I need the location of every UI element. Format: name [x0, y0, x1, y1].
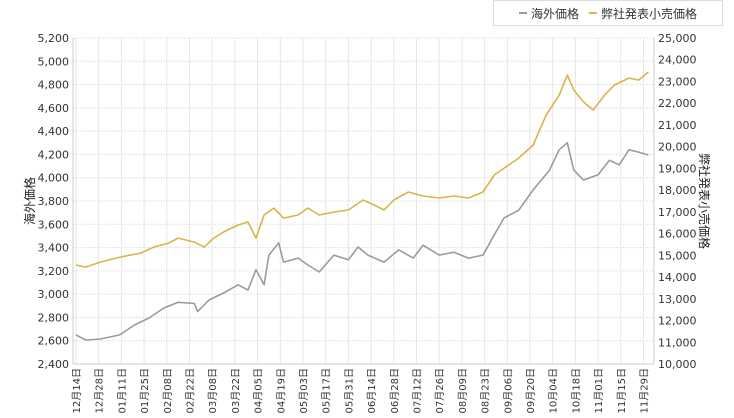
left-tick-label: 4,800	[38, 79, 70, 92]
left-tick-label: 5,000	[38, 55, 70, 68]
right-tick-label: 13,000	[658, 293, 697, 306]
x-tick-label: 01月25日	[139, 368, 151, 413]
right-tick-label: 20,000	[658, 141, 697, 154]
right-tick-label: 15,000	[658, 249, 697, 262]
x-tick-label: 08月09日	[457, 368, 469, 413]
x-tick-label: 03月08日	[207, 368, 219, 413]
left-tick-label: 2,800	[38, 311, 70, 324]
right-axis-title: 弊社発表小売価格	[697, 153, 712, 249]
x-tick-label: 11月15日	[616, 368, 628, 413]
right-tick-label: 23,000	[658, 75, 697, 88]
legend: 海外価格 弊社発表小売価格	[493, 0, 723, 26]
x-tick-label: 02月08日	[162, 368, 174, 413]
x-tick-label: 01月11日	[116, 368, 128, 413]
left-tick-label: 5,200	[38, 32, 70, 45]
right-tick-label: 21,000	[658, 119, 697, 132]
x-tick-label: 11月01日	[593, 368, 605, 413]
x-tick-label: 11月29日	[639, 368, 651, 413]
overseas-price-line	[75, 142, 649, 341]
retail-price-line	[75, 71, 649, 268]
x-tick-label: 10月18日	[570, 368, 582, 413]
left-tick-label: 4,200	[38, 148, 70, 161]
legend-label: 海外価格	[530, 6, 579, 21]
left-tick-label: 3,600	[38, 218, 70, 231]
legend-item-overseas[interactable]: 海外価格	[518, 5, 579, 22]
right-tick-label: 24,000	[658, 54, 697, 67]
legend-label: 弊社発表小売価格	[601, 6, 698, 21]
x-tick-label: 06月28日	[389, 368, 401, 413]
right-tick-label: 16,000	[658, 228, 697, 241]
x-tick-label: 06月14日	[366, 368, 378, 413]
x-tick-label: 05月03日	[298, 368, 310, 413]
x-tick-label: 09月06日	[502, 368, 514, 413]
right-tick-label: 11,000	[658, 336, 697, 349]
legend-swatch	[589, 12, 597, 14]
x-tick-label: 10月04日	[548, 368, 560, 413]
left-tick-label: 3,200	[38, 265, 70, 278]
left-tick-label: 4,000	[38, 172, 70, 185]
right-tick-label: 19,000	[658, 162, 697, 175]
x-tick-label: 07月26日	[434, 368, 446, 413]
right-tick-label: 12,000	[658, 315, 697, 328]
left-tick-label: 4,400	[38, 125, 70, 138]
right-tick-label: 17,000	[658, 206, 697, 219]
legend-item-retail[interactable]: 弊社発表小売価格	[589, 5, 697, 22]
x-tick-label: 12月14日	[71, 368, 83, 413]
x-tick-label: 04月19日	[275, 368, 287, 413]
right-tick-label: 14,000	[658, 271, 697, 284]
legend-swatch	[518, 12, 527, 14]
x-tick-label: 09月20日	[525, 368, 537, 413]
left-tick-label: 2,600	[38, 335, 70, 348]
x-tick-label: 04月05日	[253, 368, 265, 413]
left-tick-label: 4,600	[38, 102, 70, 115]
x-tick-label: 03月22日	[230, 368, 242, 413]
right-tick-label: 10,000	[658, 358, 697, 371]
left-tick-label: 3,800	[38, 195, 70, 208]
right-tick-label: 18,000	[658, 184, 697, 197]
x-tick-label: 02月22日	[185, 368, 197, 413]
right-tick-label: 22,000	[658, 97, 697, 110]
left-tick-label: 3,000	[38, 288, 70, 301]
x-tick-label: 05月17日	[321, 368, 333, 413]
x-tick-label: 07月12日	[412, 368, 424, 413]
left-tick-label: 3,400	[38, 242, 70, 255]
x-tick-label: 08月23日	[480, 368, 492, 413]
left-axis-title: 海外価格	[22, 177, 37, 225]
right-tick-label: 25,000	[658, 32, 697, 45]
left-tick-label: 2,400	[38, 358, 70, 371]
x-tick-label: 12月28日	[94, 368, 106, 413]
x-tick-label: 05月31日	[343, 368, 355, 413]
